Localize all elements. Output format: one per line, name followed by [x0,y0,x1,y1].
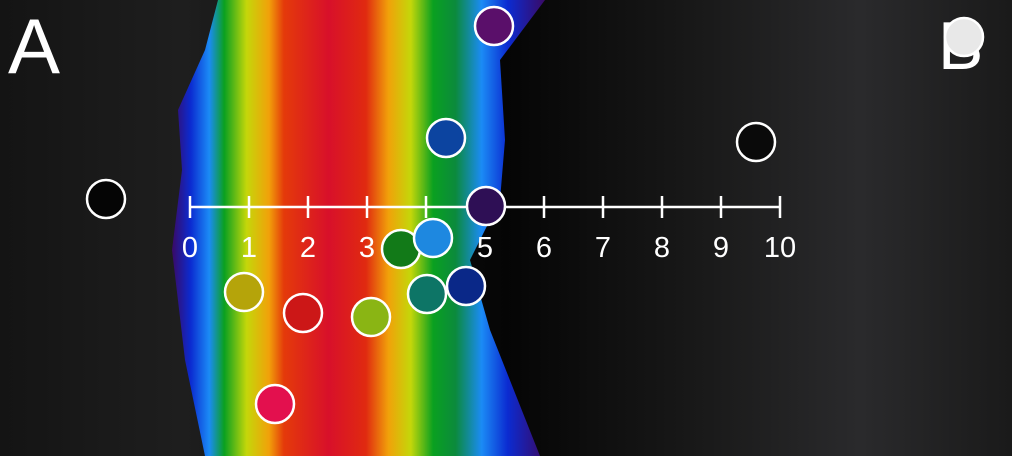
scale-tick-label: 10 [764,232,796,264]
marker-circle [465,185,507,227]
heatmap-band [172,0,545,456]
scale-tick-label: 3 [359,232,375,264]
marker-circle [445,265,487,307]
scale-tick-label: 6 [536,232,552,264]
marker-circle [425,117,467,159]
scale-tick-label: 5 [477,232,493,264]
marker-circle [254,383,296,425]
marker-circle [735,121,777,163]
scale-tick-label: 1 [241,232,257,264]
scale-tick-label: 8 [654,232,670,264]
scale-tick-label: 2 [300,232,316,264]
marker-circle [406,273,448,315]
marker-circle [350,296,392,338]
marker-circle [223,271,265,313]
scale-tick-label: 9 [713,232,729,264]
marker-circle [85,178,127,220]
markers [85,5,985,425]
marker-circle [473,5,515,47]
scale-tick-label: 0 [182,232,198,264]
marker-circle [412,217,454,259]
panel-label-a: A [8,2,60,90]
marker-circle [282,292,324,334]
scale-tick-label: 7 [595,232,611,264]
marker-circle [943,16,985,58]
